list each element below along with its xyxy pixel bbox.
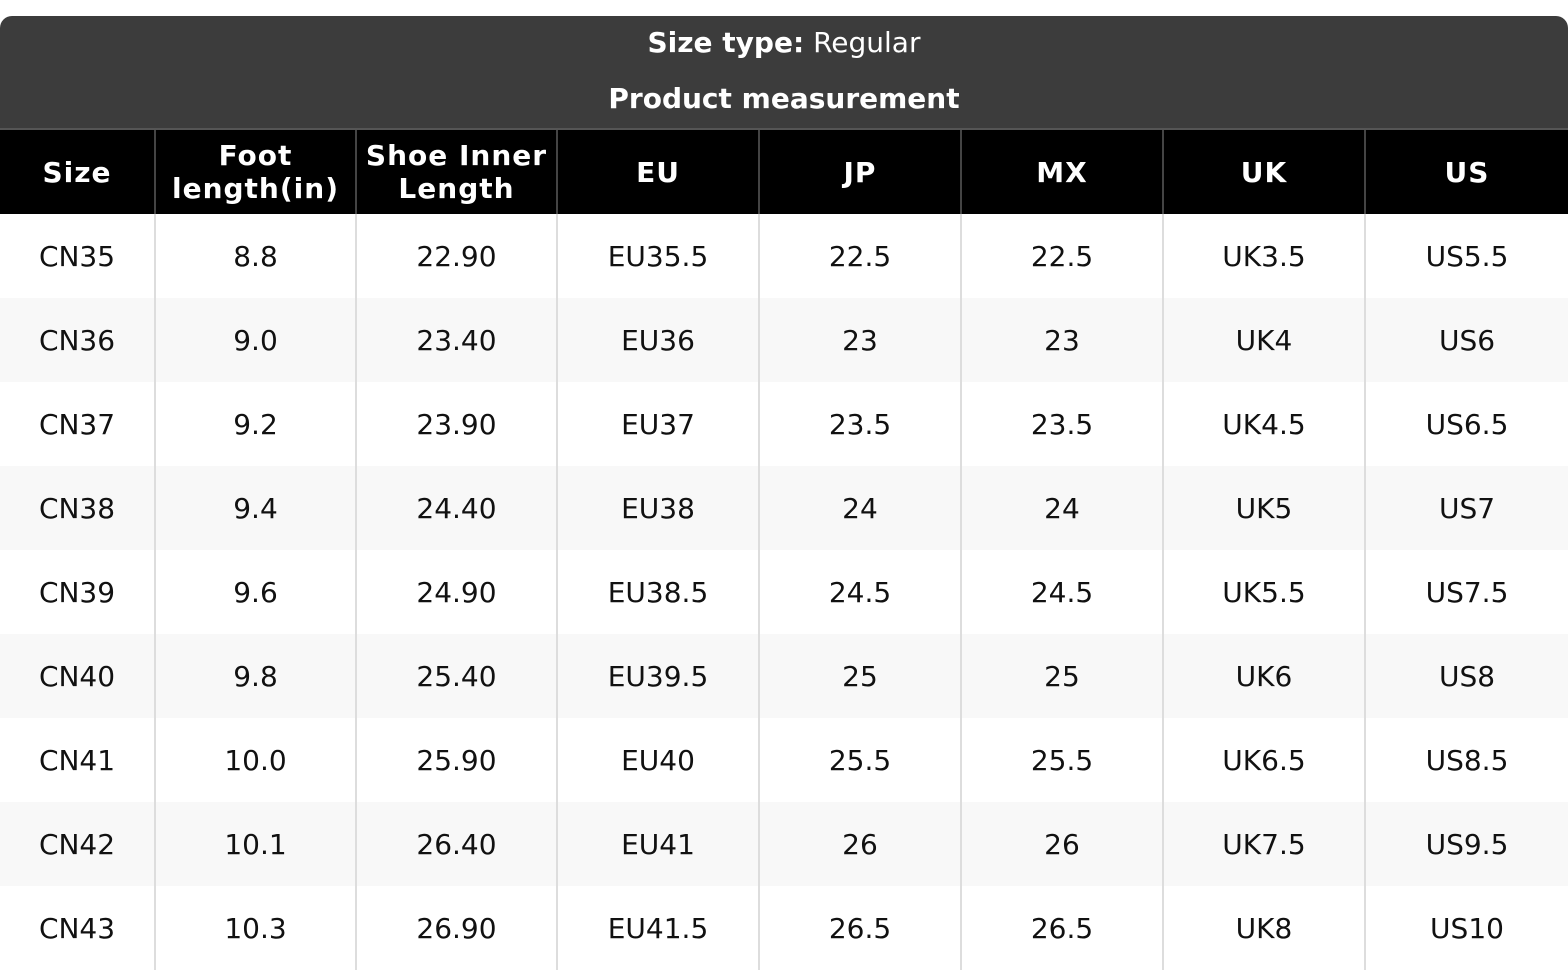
header-row: Size Foot length(in) Shoe Inner Length EU JP… — [0, 130, 1568, 214]
table-cell: 26.5 — [758, 886, 961, 970]
table-cell: 23.40 — [355, 298, 557, 382]
table-cell: 10.3 — [154, 886, 356, 970]
table-cell: CN40 — [0, 634, 155, 718]
table-cell: US6 — [1364, 298, 1568, 382]
table-cell: 9.4 — [154, 466, 356, 550]
table-cell: EU35.5 — [556, 214, 759, 298]
table-cell: UK5.5 — [1162, 550, 1365, 634]
table-row: CN38 9.4 24.40 EU38 24 24 UK5 US7 — [0, 466, 1568, 550]
table-cell: UK4.5 — [1162, 382, 1365, 466]
table-cell: 24 — [758, 466, 961, 550]
table-cell: US7.5 — [1364, 550, 1568, 634]
table-cell: EU38.5 — [556, 550, 759, 634]
table-cell: EU37 — [556, 382, 759, 466]
table-cell: 9.0 — [154, 298, 356, 382]
table-row: CN41 10.0 25.90 EU40 25.5 25.5 UK6.5 US8.5 — [0, 718, 1568, 802]
table-cell: US5.5 — [1364, 214, 1568, 298]
table-cell: EU36 — [556, 298, 759, 382]
table-cell: 23.90 — [355, 382, 557, 466]
table-cell: 26.40 — [355, 802, 557, 886]
table-cell: 26.5 — [960, 886, 1163, 970]
table-cell: 24.90 — [355, 550, 557, 634]
table-cell: 9.8 — [154, 634, 356, 718]
table-cell: 9.2 — [154, 382, 356, 466]
table-cell: 25.90 — [355, 718, 557, 802]
table-cell: US6.5 — [1364, 382, 1568, 466]
table-cell: 26 — [960, 802, 1163, 886]
table-cell: CN38 — [0, 466, 155, 550]
table-row: CN39 9.6 24.90 EU38.5 24.5 24.5 UK5.5 US7.5 — [0, 550, 1568, 634]
table-cell: 23 — [960, 298, 1163, 382]
table-cell: UK7.5 — [1162, 802, 1365, 886]
table-cell: US10 — [1364, 886, 1568, 970]
size-chart: Size type: Regular Product measurement S… — [0, 16, 1568, 970]
size-type: Size type: Regular — [0, 26, 1568, 59]
chart-title: Product measurement — [608, 82, 960, 115]
table-row: CN37 9.2 23.90 EU37 23.5 23.5 UK4.5 US6.5 — [0, 382, 1568, 466]
table-cell: 25.5 — [960, 718, 1163, 802]
table-cell: EU40 — [556, 718, 759, 802]
column-header: Size — [0, 130, 155, 214]
table-cell: 24.40 — [355, 466, 557, 550]
table-cell: 8.8 — [154, 214, 356, 298]
table-cell: 25.40 — [355, 634, 557, 718]
table-row: CN35 8.8 22.90 EU35.5 22.5 22.5 UK3.5 US5.5 — [0, 214, 1568, 298]
column-header: MX — [960, 130, 1163, 214]
table-cell: UK6.5 — [1162, 718, 1365, 802]
table-cell: CN37 — [38, 407, 116, 441]
table-cell: UK4 — [1162, 298, 1365, 382]
table-cell: EU39.5 — [556, 634, 759, 718]
table-cell: UK3.5 — [1162, 214, 1365, 298]
table-cell: US7 — [1364, 466, 1568, 550]
table-cell: 22.5 — [960, 214, 1163, 298]
table-cell: EU41.5 — [556, 886, 759, 970]
table-cell: 24.5 — [960, 550, 1163, 634]
table-cell: 24 — [960, 466, 1163, 550]
table-cell: 25 — [960, 634, 1163, 718]
table-row: CN43 10.3 26.90 EU41.5 26.5 26.5 UK8 US10 — [0, 886, 1568, 970]
table-cell: CN35 — [38, 239, 116, 273]
table-cell: CN36 — [0, 298, 155, 382]
table-cell: 25.5 — [758, 718, 961, 802]
size-type-label: Size type: — [647, 26, 805, 59]
table-cell: CN43 — [38, 911, 116, 945]
table-cell: CN42 — [0, 802, 155, 886]
table-cell: 25 — [758, 634, 961, 718]
table-cell: US9.5 — [1364, 802, 1568, 886]
table-cell: 22.90 — [355, 214, 557, 298]
table-cell: 23.5 — [960, 382, 1163, 466]
column-header: US — [1364, 130, 1568, 214]
table-cell: CN41 — [38, 743, 116, 777]
table-row: CN42 10.1 26.40 EU41 26 26 UK7.5 US9.5 — [0, 802, 1568, 886]
table-cell: EU38 — [556, 466, 759, 550]
table-cell: US8 — [1364, 634, 1568, 718]
table-cell: UK5 — [1162, 466, 1365, 550]
table-cell: 23 — [758, 298, 961, 382]
table-cell: 22.5 — [758, 214, 961, 298]
table-cell: 9.6 — [154, 550, 356, 634]
table-cell: UK6 — [1162, 634, 1365, 718]
table-cell: 10.1 — [154, 802, 356, 886]
size-type-value: Regular — [813, 26, 921, 59]
column-header: Shoe Inner Length — [355, 130, 557, 214]
table-cell: US8.5 — [1364, 718, 1568, 802]
table-cell: 26 — [758, 802, 961, 886]
table-cell: 23.5 — [758, 382, 961, 466]
table-cell: EU41 — [556, 802, 759, 886]
table-cell: 24.5 — [758, 550, 961, 634]
size-table: Size Foot length(in) Shoe Inner Length EU JP… — [0, 130, 1568, 970]
column-header: UK — [1162, 130, 1365, 214]
table-cell: 10.0 — [154, 718, 356, 802]
table-row: CN40 9.8 25.40 EU39.5 25 25 UK6 US8 — [0, 634, 1568, 718]
column-header: JP — [758, 130, 961, 214]
table-cell: UK8 — [1162, 886, 1365, 970]
table-cell: CN39 — [38, 575, 116, 609]
column-header: Foot length(in) — [154, 130, 356, 214]
chart-header: Size type: Regular Product measurement — [0, 16, 1568, 130]
column-header: EU — [556, 130, 759, 214]
table-row: CN36 9.0 23.40 EU36 23 23 UK4 US6 — [0, 298, 1568, 382]
table-cell: 26.90 — [355, 886, 557, 970]
